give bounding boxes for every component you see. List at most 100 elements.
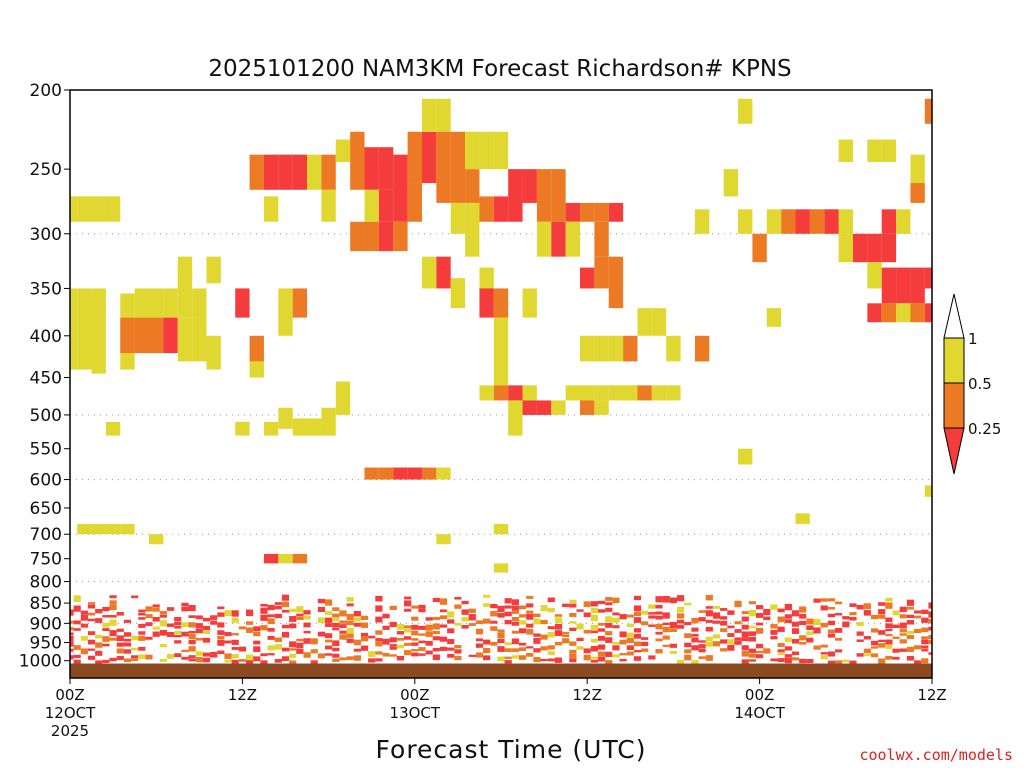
ri-cell bbox=[202, 652, 211, 657]
ri-cell bbox=[633, 605, 642, 612]
ri-cell bbox=[885, 644, 893, 649]
ri-cell bbox=[411, 630, 419, 636]
ri-cell bbox=[784, 614, 792, 619]
ri-cell bbox=[238, 626, 246, 630]
ri-cell bbox=[924, 303, 932, 323]
ri-cell bbox=[705, 606, 713, 609]
ri-cell bbox=[835, 613, 843, 616]
ri-cell bbox=[799, 620, 807, 625]
ri-cell bbox=[253, 626, 261, 632]
ri-cell bbox=[497, 632, 505, 639]
ri-cell bbox=[641, 641, 649, 646]
x-tick-label: 00Z bbox=[400, 686, 429, 704]
ri-cell bbox=[856, 639, 864, 642]
ri-cell bbox=[684, 642, 692, 648]
ri-cell bbox=[824, 209, 839, 234]
ri-cell bbox=[633, 641, 642, 647]
ri-cell bbox=[727, 610, 735, 615]
ri-cell bbox=[921, 649, 929, 652]
ri-cell bbox=[281, 609, 290, 613]
ri-cell bbox=[784, 646, 792, 651]
ri-cell bbox=[820, 598, 828, 602]
ri-cell bbox=[842, 621, 850, 628]
ri-cell bbox=[263, 421, 279, 436]
ri-cell bbox=[102, 643, 110, 647]
ri-cell bbox=[594, 256, 609, 289]
ri-cell bbox=[231, 639, 239, 645]
ri-cell bbox=[378, 147, 394, 190]
x-tick-label: 12Z bbox=[228, 686, 257, 704]
ri-cell bbox=[152, 604, 160, 608]
ri-cell bbox=[217, 622, 225, 628]
y-tick-label: 250 bbox=[30, 160, 62, 180]
ri-cell bbox=[580, 335, 595, 362]
ri-cell bbox=[906, 599, 915, 606]
ri-cell bbox=[404, 628, 412, 633]
ri-cell bbox=[479, 131, 494, 170]
ri-cell bbox=[174, 640, 182, 644]
ri-cell bbox=[468, 614, 476, 621]
ri-cell bbox=[149, 288, 164, 318]
ri-cell bbox=[332, 607, 340, 612]
ri-cell bbox=[375, 638, 383, 642]
ri-cell bbox=[432, 636, 440, 641]
ri-cell bbox=[562, 634, 570, 638]
ri-cell bbox=[393, 183, 408, 222]
ri-cell bbox=[102, 659, 110, 664]
ri-cell bbox=[152, 616, 160, 622]
ri-cell bbox=[698, 656, 706, 660]
ri-cell bbox=[70, 648, 74, 652]
ri-cell bbox=[149, 534, 164, 545]
ri-cell bbox=[73, 595, 81, 603]
ri-cell bbox=[404, 636, 412, 640]
ri-cell bbox=[770, 629, 778, 635]
ri-cell bbox=[741, 645, 749, 651]
ri-cell bbox=[231, 633, 239, 636]
ri-cell bbox=[70, 641, 74, 647]
ri-cell bbox=[260, 653, 268, 657]
ri-cell bbox=[479, 385, 494, 401]
ri-cell bbox=[425, 624, 433, 631]
ri-cell bbox=[493, 563, 509, 573]
ri-cell bbox=[360, 645, 369, 651]
ground-band bbox=[70, 663, 932, 678]
ri-cell bbox=[87, 612, 96, 616]
ri-cell bbox=[569, 612, 577, 617]
ri-cell bbox=[404, 600, 412, 607]
ri-cell bbox=[368, 658, 376, 663]
ri-cell bbox=[325, 653, 333, 656]
ri-cell bbox=[396, 644, 405, 649]
ri-cell bbox=[910, 154, 925, 184]
ri-cell bbox=[694, 209, 710, 234]
ri-cell bbox=[583, 601, 591, 607]
ri-cell bbox=[547, 645, 555, 650]
ri-cell bbox=[655, 638, 663, 642]
ri-cell bbox=[806, 618, 814, 625]
ri-cell bbox=[580, 400, 595, 415]
ri-cell bbox=[70, 196, 78, 222]
ri-cell bbox=[364, 221, 379, 252]
ri-cell bbox=[281, 647, 290, 652]
ri-cell bbox=[533, 656, 541, 663]
ri-cell bbox=[878, 658, 886, 664]
ri-cell bbox=[849, 616, 857, 621]
ri-cell bbox=[245, 654, 254, 660]
y-tick-label: 950 bbox=[30, 634, 62, 654]
ri-cell bbox=[777, 658, 785, 663]
ri-cell bbox=[867, 139, 882, 162]
ri-cell bbox=[77, 196, 92, 222]
ri-cell bbox=[159, 659, 167, 662]
ri-cell bbox=[105, 196, 121, 222]
ri-cell bbox=[217, 650, 225, 655]
ri-cell bbox=[418, 653, 426, 656]
ri-cell bbox=[321, 407, 336, 436]
ri-cell bbox=[734, 629, 742, 633]
ri-cell bbox=[131, 595, 139, 599]
ri-cell bbox=[454, 604, 462, 609]
x-tick-label: 2025 bbox=[51, 722, 89, 740]
ri-cell bbox=[493, 288, 509, 318]
ri-cell bbox=[669, 597, 677, 604]
ri-cell bbox=[633, 612, 642, 616]
ri-cell bbox=[533, 637, 541, 644]
ri-cell bbox=[332, 622, 340, 628]
